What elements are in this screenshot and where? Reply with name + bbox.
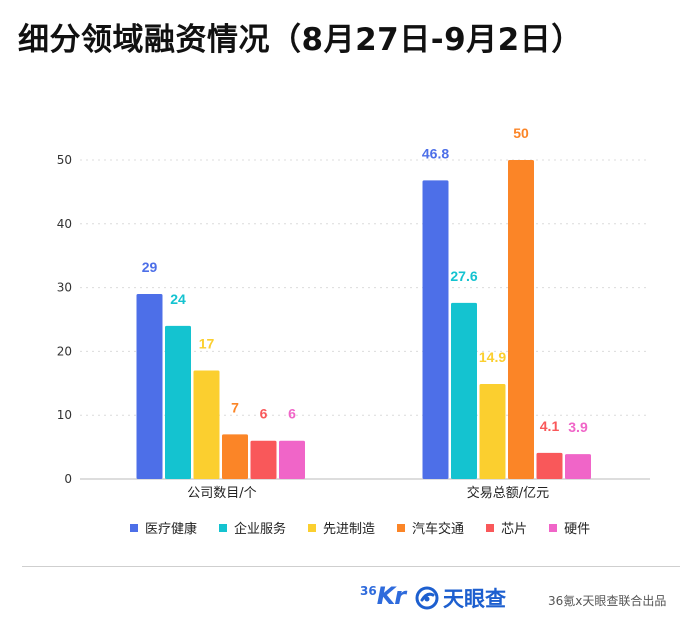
y-tick-label: 20 — [57, 344, 72, 358]
data-label: 29 — [142, 259, 158, 275]
chart-title: 细分领域融资情况（8月27日-9月2日） — [18, 22, 583, 58]
legend-label: 汽车交通 — [412, 522, 465, 537]
data-label: 50 — [513, 125, 529, 141]
data-label: 24 — [170, 291, 186, 307]
legend-swatch — [308, 523, 317, 532]
legend-label: 企业服务 — [234, 522, 287, 537]
data-label: 6 — [260, 406, 268, 422]
bar — [479, 383, 506, 479]
bar — [536, 452, 563, 479]
legend-item: 企业服务 — [219, 518, 286, 537]
y-tick-label: 10 — [57, 408, 72, 422]
bar — [451, 302, 477, 479]
tianyancha-logo-text: 天眼查 — [443, 587, 506, 611]
bar — [136, 293, 163, 479]
legend-swatch — [130, 523, 138, 532]
data-label: 4.1 — [540, 418, 560, 434]
data-label: 46.8 — [422, 145, 449, 161]
legend-label: 医疗健康 — [145, 522, 198, 537]
legend-label: 硬件 — [564, 522, 591, 537]
y-tick-label: 50 — [57, 153, 72, 167]
x-category-label: 交易总额/亿元 — [467, 485, 549, 501]
legend-swatch — [397, 523, 406, 532]
data-label: 14.9 — [479, 349, 506, 365]
data-label: 6 — [288, 406, 296, 422]
y-tick-label: 40 — [57, 217, 72, 231]
legend-swatch — [486, 523, 495, 532]
logo-36kr: 36Kr — [360, 582, 406, 610]
bar-chart: 0 10 20 30 40 50 29 24 17 7 6 6 公司数目/个 46.8 27.6 14.9 50… — [57, 125, 650, 501]
x-category-label: 公司数目/个 — [187, 486, 256, 501]
bar — [222, 434, 248, 479]
footer-divider — [22, 566, 680, 567]
legend-item: 先进制造 — [308, 518, 375, 537]
legend-item: 汽车交通 — [397, 518, 464, 537]
legend-swatch — [219, 523, 228, 532]
footer-credit: 36氪x天眼查联合出品 — [548, 594, 667, 608]
bar — [279, 440, 305, 479]
legend-item: 硬件 — [549, 518, 590, 537]
data-label: 7 — [231, 399, 239, 415]
bar — [422, 180, 449, 479]
data-label: 27.6 — [450, 268, 477, 284]
bar — [565, 454, 591, 479]
bar — [165, 325, 191, 479]
tianyancha-logo-icon — [415, 586, 439, 610]
bar — [193, 370, 220, 479]
y-tick-label: 0 — [64, 472, 72, 486]
legend-item: 芯片 — [486, 518, 527, 537]
bar — [508, 160, 534, 479]
legend-item: 医疗健康 — [130, 518, 197, 537]
data-label: 17 — [199, 336, 215, 352]
bar — [250, 440, 277, 479]
legend-label: 先进制造 — [323, 522, 376, 537]
chart-legend: 医疗健康 企业服务 先进制造 汽车交通 芯片 硬件 — [130, 518, 590, 537]
data-label: 3.9 — [568, 419, 588, 435]
y-tick-label: 30 — [57, 281, 72, 295]
logo-tianyancha: 天眼查 — [415, 583, 506, 613]
footer: 36Kr 天眼查 36氪x天眼查联合出品 — [0, 578, 700, 618]
legend-label: 芯片 — [501, 522, 528, 537]
legend-swatch — [549, 523, 558, 532]
